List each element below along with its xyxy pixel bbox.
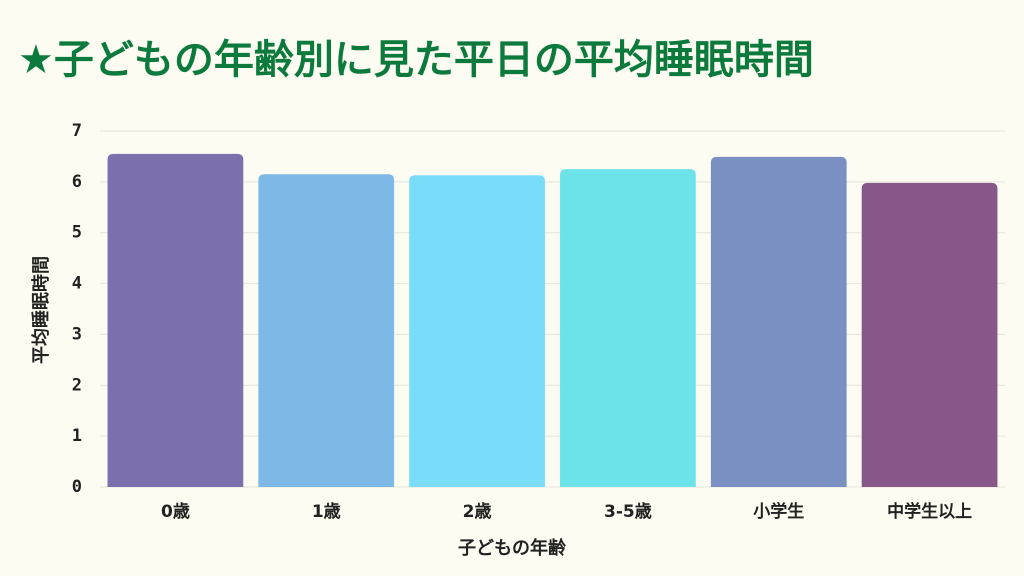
bar [409,175,545,487]
y-tick-label: 6 [72,172,82,192]
y-tick-label: 3 [72,324,82,344]
x-tick-label: 0歳 [161,501,190,522]
bar [861,182,998,488]
x-axis-title: 子どもの年齢 [458,537,567,559]
y-tick-label: 0 [72,477,82,497]
x-tick-label: 2歳 [463,501,492,522]
bar [107,153,244,487]
y-tick-label: 1 [72,426,82,446]
bar [710,156,847,488]
y-axis-title: 平均睡眠時間 [30,256,52,364]
x-tick-label: 3-5歳 [604,501,652,522]
y-tick-label: 2 [72,375,82,395]
bar [560,169,696,487]
y-tick-label: 7 [72,121,82,141]
x-tick-label: 1歳 [312,501,341,522]
y-tick-label: 5 [72,223,82,243]
x-tick-label: 小学生 [753,501,804,522]
bar [258,174,395,487]
x-tick-label: 中学生以上 [887,501,972,522]
y-tick-label: 4 [72,274,82,294]
chart-title: ★子どもの年齢別に見た平日の平均睡眠時間 [18,37,814,83]
